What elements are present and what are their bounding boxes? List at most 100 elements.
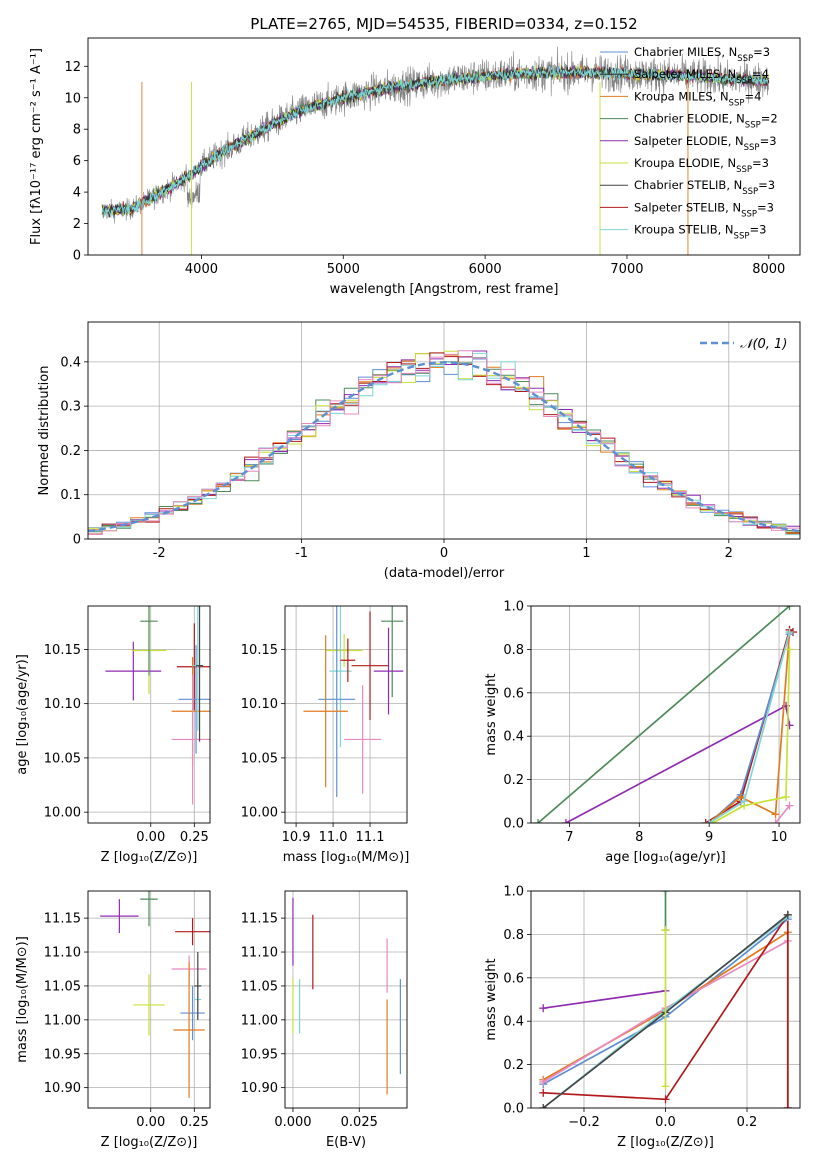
mass-weight-line <box>774 805 791 823</box>
y-axis-label: mass weight <box>484 673 499 755</box>
mass-weight-line <box>712 649 791 823</box>
mass-weight-marker <box>785 721 794 730</box>
x-tick-label: -1 <box>295 546 308 561</box>
x-tick-label: 4000 <box>185 262 218 277</box>
x-tick-label: 10.9 <box>282 830 311 845</box>
errorbar-point <box>140 891 158 927</box>
y-tick-label: 10.95 <box>241 1047 278 1062</box>
x-tick-label: 11.0 <box>319 830 348 845</box>
y-tick-label: 1.0 <box>503 600 524 615</box>
x-tick-label: 6000 <box>469 262 502 277</box>
y-tick-label: 12 <box>64 60 81 75</box>
x-tick-label: 0 <box>440 546 448 561</box>
y-tick-label: 0.3 <box>60 400 81 415</box>
mass-weight-marker <box>783 1104 792 1108</box>
y-tick-label: 10 <box>64 91 81 106</box>
mass-weight-marker <box>785 801 794 810</box>
plot-area <box>100 891 210 1098</box>
x-tick-label: 7000 <box>610 262 643 277</box>
y-tick-label: 10.05 <box>241 751 278 766</box>
y-axis-label: mass [log₁₀(M/M⊙)] <box>15 936 30 1063</box>
axes: 4000 5000 6000 7000 8000 0 2 4 6 8 10 12 <box>64 60 785 277</box>
axes-frame <box>284 890 408 1109</box>
x-tick-label: 11.1 <box>356 830 385 845</box>
errorbar-point <box>178 645 210 754</box>
axes: -2 -1 0 1 2 0 0.1 0.2 0.3 0.4 <box>60 355 733 561</box>
panel-age_vs_mass: 10.9 11.0 11.1 10.00 10.05 10.10 10.15 mass [lo… <box>241 605 410 865</box>
y-tick-label: 4 <box>73 186 81 201</box>
x-axis-label: wavelength [Angstrom, rest frame] <box>330 282 559 297</box>
y-tick-label: 11.05 <box>241 979 278 994</box>
y-tick-label: 6 <box>73 154 81 169</box>
x-tick-label: 0.25 <box>180 830 209 845</box>
y-tick-label: 0 <box>73 249 81 264</box>
x-tick-label: 5000 <box>327 262 360 277</box>
y-tick-label: 10.05 <box>44 751 81 766</box>
legend-label: Chabrier STELIB, NSSP=3 <box>634 178 775 197</box>
errorbar-point <box>176 623 210 711</box>
y-tick-label: 10.00 <box>241 806 278 821</box>
axes-frame <box>87 37 801 256</box>
mass-weight-line <box>537 606 791 823</box>
axes-frame <box>87 321 801 540</box>
x-tick-label: 2 <box>725 546 733 561</box>
axes-frame <box>530 890 801 1109</box>
y-tick-label: 0.0 <box>503 817 524 832</box>
legend-subscript: SSP <box>737 54 753 64</box>
x-tick-label: 0.000 <box>274 1115 311 1130</box>
y-tick-label: 11.15 <box>241 912 278 927</box>
errorbar-point <box>180 985 205 1041</box>
y-tick-label: 0.8 <box>503 928 524 943</box>
axes-frame <box>530 605 801 824</box>
y-tick-label: 10.10 <box>44 697 81 712</box>
errorbar-point <box>140 606 158 676</box>
y-tick-label: 10.90 <box>44 1081 81 1096</box>
y-tick-label: 0.6 <box>503 971 524 986</box>
x-axis-label: Z [log₁₀(Z/Z⊙)] <box>617 1135 714 1150</box>
axes-frame <box>284 605 408 824</box>
mass-weight-marker <box>539 1004 548 1013</box>
mass-weight-marker <box>785 645 794 654</box>
mass-weight-marker <box>661 926 670 935</box>
plot-area <box>533 606 798 823</box>
legend-count: =3 <box>749 223 766 237</box>
legend-label: 𝒩(0, 1) <box>740 337 787 352</box>
axes-frame <box>87 890 211 1109</box>
model-line-kroupa-stelib <box>101 66 769 217</box>
mass-weight-marker <box>736 792 745 801</box>
legend-label: Kroupa ELODIE, NSSP=3 <box>634 156 769 175</box>
y-tick-label: 0.4 <box>60 355 81 370</box>
y-tick-label: 11.10 <box>241 946 278 961</box>
mass-weight-marker <box>785 606 794 610</box>
mass-weight-marker <box>785 628 794 637</box>
legend-count: =3 <box>760 134 777 148</box>
panel-mass_weight_vs_Z: −0.2 0.0 0.2 0.0 0.2 0.4 0.6 0.8 1.0 Z [log₁₀(Z/Z… <box>484 885 801 1150</box>
y-tick-label: 0.0 <box>503 1102 524 1117</box>
panel-mass_vs_Z: 0.00 0.25 10.90 10.95 11.00 11.05 11.10 11.15 Z … <box>15 890 211 1150</box>
plot-area <box>105 606 210 805</box>
errorbar-point <box>194 952 202 1020</box>
errorbar-point <box>100 899 139 934</box>
y-tick-label: 0.8 <box>503 643 524 658</box>
figure-title: PLATE=2765, MJD=54535, FIBERID=0334, z=0… <box>250 15 637 33</box>
errorbar-point <box>325 634 363 667</box>
axes-frame <box>87 605 211 824</box>
axes: 7 8 9 10 0.0 0.2 0.4 0.6 0.8 1.0 <box>503 600 787 846</box>
x-tick-label: 0.00 <box>136 1115 165 1130</box>
errorbar-point <box>303 635 348 788</box>
axes: 0.000 0.025 10.90 10.95 11.00 11.05 11.10 11.15 <box>241 912 378 1130</box>
x-axis-label: mass [log₁₀(M/M⊙)] <box>283 850 410 865</box>
errorbar-point <box>344 685 382 794</box>
y-axis-label: Flux [fλ10⁻¹⁷ erg cm⁻² s⁻¹ A⁻¹] <box>29 48 44 245</box>
y-tick-label: 11.00 <box>44 1013 81 1028</box>
y-tick-label: 0.2 <box>503 773 524 788</box>
normal-curve <box>88 361 800 533</box>
mass-weight-line <box>708 631 791 823</box>
axes: 10.9 11.0 11.1 10.00 10.05 10.10 10.15 <box>241 643 385 845</box>
y-axis-label: Normed distribution <box>37 366 52 496</box>
legend-subscript: SSP <box>736 165 752 175</box>
axes: 0.00 0.25 10.00 10.05 10.10 10.15 <box>44 643 209 845</box>
y-tick-label: 10.00 <box>44 806 81 821</box>
x-tick-label: 0.0 <box>655 1115 676 1130</box>
errorbar-point <box>318 606 356 797</box>
